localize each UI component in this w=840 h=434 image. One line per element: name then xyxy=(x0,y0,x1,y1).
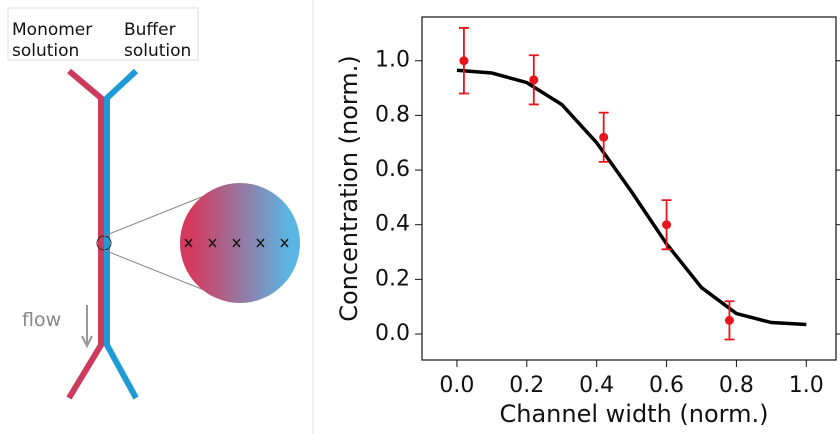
data-point xyxy=(724,315,734,325)
fit-line xyxy=(456,68,807,327)
zoom-circle xyxy=(180,183,300,303)
y-tick-label: 0.6 xyxy=(375,157,410,182)
buffer-label: Buffer solution xyxy=(124,20,192,61)
flow-arrow-head xyxy=(81,335,93,349)
flow-label: flow xyxy=(22,309,62,331)
x-tick-label: 0.4 xyxy=(579,373,614,398)
label-box xyxy=(7,7,199,61)
y-tick-label: 0.2 xyxy=(375,266,410,291)
monomer-channel xyxy=(66,68,104,400)
x-tick-label: 0.2 xyxy=(509,373,544,398)
data-point xyxy=(459,56,469,66)
plot: 0.0 0.2 0.4 0.6 0.8 1.0 0.0 0.2 0.4 0.6 0.8 1.0 Chan… xyxy=(335,16,840,428)
buffer-channel xyxy=(104,68,139,400)
monomer-label: Monomer solution xyxy=(12,20,93,61)
y-axis-label: Concentration (norm.) xyxy=(335,55,363,321)
x-tick-label: 0.6 xyxy=(649,373,684,398)
x-tick-label: 0.8 xyxy=(719,373,754,398)
plot-frame xyxy=(421,16,837,361)
data-point xyxy=(529,75,539,85)
y-tick-label: 1.0 xyxy=(375,48,410,73)
x-tick-label: 1.0 xyxy=(789,373,824,398)
diagram xyxy=(7,0,314,434)
data-point xyxy=(599,132,609,142)
y-tick-label: 0.0 xyxy=(375,321,410,346)
cross-marks xyxy=(184,238,289,248)
x-axis-label: Channel width (norm.) xyxy=(499,400,768,428)
data-point xyxy=(662,220,672,230)
x-tick-label: 0.0 xyxy=(439,373,474,398)
y-tick-label: 0.4 xyxy=(375,212,410,237)
y-tick-label: 0.8 xyxy=(375,102,410,127)
